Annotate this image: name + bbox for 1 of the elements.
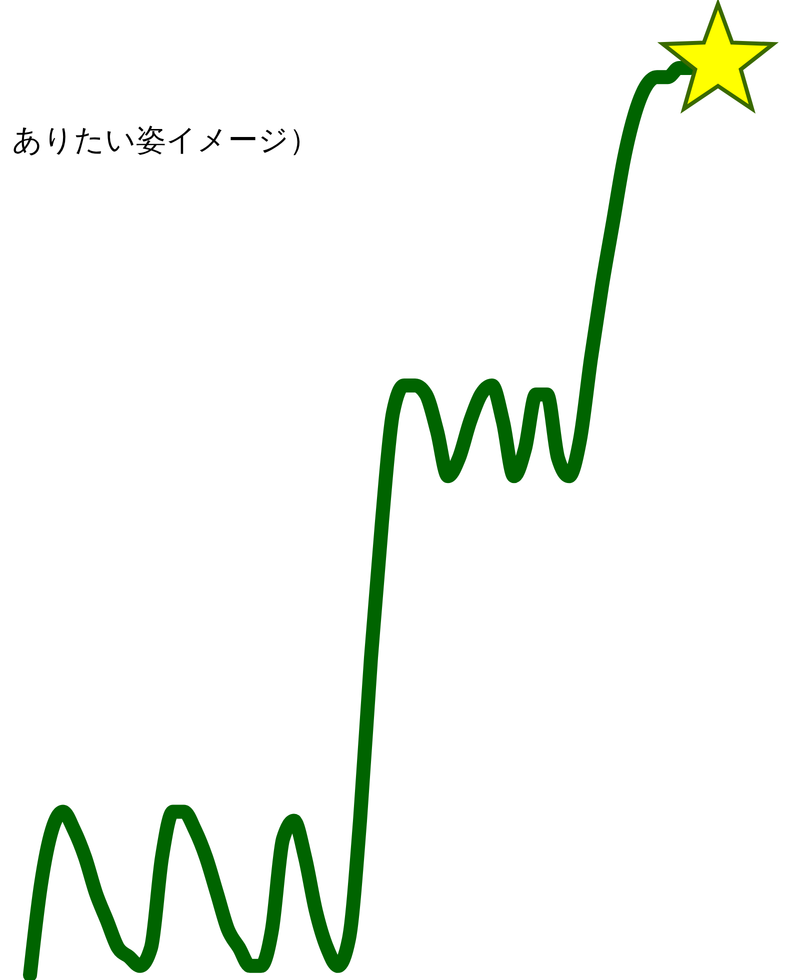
text: ありたい姿イメージ）	[12, 123, 319, 158]
